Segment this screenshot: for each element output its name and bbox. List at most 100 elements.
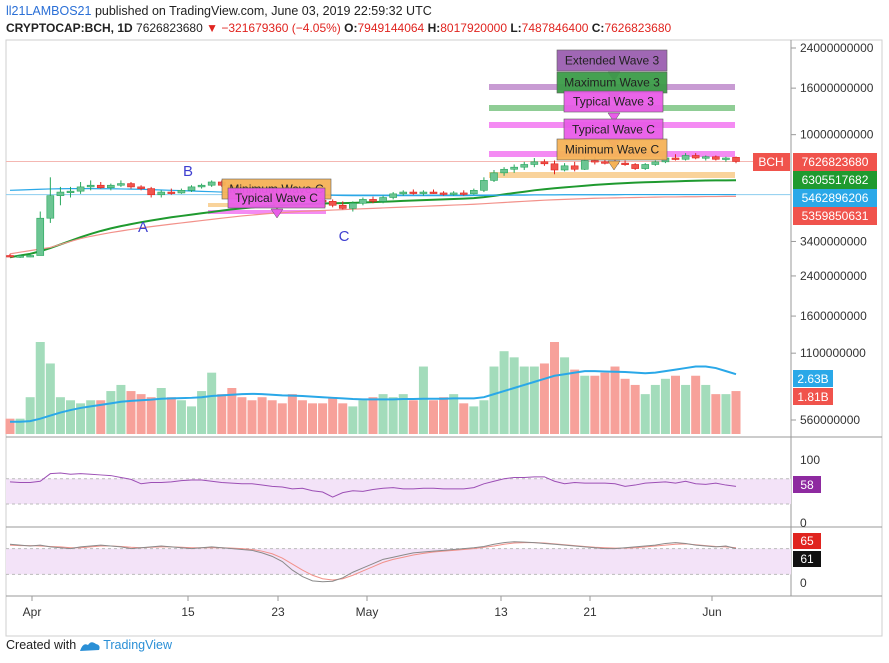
candle: [480, 180, 488, 191]
volume-bar: [5, 418, 15, 434]
volume-bar: [429, 400, 438, 434]
candle: [641, 164, 650, 169]
candle: [359, 199, 367, 204]
candle: [722, 157, 730, 160]
candle: [671, 157, 680, 160]
volume-bar: [55, 397, 65, 434]
ohlc-line: CRYPTOCAP:BCH, 1D 7626823680 ▼ −32167936…: [6, 21, 671, 35]
candle: [389, 193, 397, 198]
wave-box: Typical Wave 3: [563, 90, 664, 123]
volume-bar: [600, 372, 610, 434]
time-tick-label: 15: [181, 605, 195, 619]
volume-bar: [408, 400, 418, 434]
wave-box-pointer: [607, 160, 621, 171]
candle: [197, 184, 206, 188]
candle: [681, 155, 690, 160]
candle: [86, 184, 95, 188]
volume-bar: [287, 394, 297, 434]
volume-bar: [418, 366, 428, 434]
rsi-badge-label: 58: [800, 478, 814, 492]
candle: [338, 204, 347, 209]
volume-bar: [35, 342, 45, 434]
price-tick-label: 2400000000: [800, 269, 867, 283]
rsi-line: [9, 472, 737, 498]
candle: [560, 165, 569, 171]
stoch-k-badge-label: 65: [800, 534, 814, 548]
wave-box-label: Minimum Wave C: [565, 143, 660, 157]
candle: [147, 188, 155, 196]
volume-bar: [590, 375, 600, 434]
volume-bar: [459, 403, 469, 434]
price-badge-value: 5462896206: [802, 191, 869, 205]
volume-bar: [318, 403, 328, 434]
time-tick-label: 23: [271, 605, 285, 619]
footer: Created with TradingView: [6, 638, 172, 653]
candle: [732, 157, 740, 162]
candle: [167, 191, 176, 194]
candle: [439, 192, 448, 195]
volume-bar: [671, 375, 680, 434]
candle: [127, 183, 135, 188]
volume-bar: [166, 397, 176, 434]
volume-bar: [15, 418, 25, 434]
candle: [6, 255, 14, 258]
candle: [570, 165, 579, 170]
candle: [429, 191, 438, 194]
candle: [137, 186, 145, 189]
price-tick-label: 3400000000: [800, 234, 867, 248]
candle: [399, 191, 408, 195]
volume-bar: [86, 400, 96, 434]
price-tick-label: 1100000000: [800, 346, 866, 360]
time-tick-label: 13: [494, 605, 508, 619]
candle: [550, 163, 559, 171]
wave-box-pointer: [607, 112, 621, 123]
volume-bar: [207, 372, 217, 434]
volume-bar: [539, 363, 549, 434]
volume-bar: [25, 397, 35, 434]
candle: [207, 181, 216, 186]
candle: [459, 192, 468, 195]
volume-bar: [701, 384, 711, 434]
volume-bar: [267, 400, 277, 434]
price-tick-label: 16000000000: [800, 81, 874, 95]
candle: [712, 156, 720, 160]
stoch-d-badge: [793, 551, 821, 567]
price-badge: [793, 171, 877, 189]
close-value: 7626823680: [604, 21, 672, 35]
open-value: 7949144064: [357, 21, 425, 35]
username-link[interactable]: ll21LAMBOS21: [6, 4, 92, 18]
volume-bar: [469, 406, 479, 434]
candle: [540, 161, 549, 165]
candle: [701, 156, 710, 159]
volume-bar: [479, 400, 489, 434]
candle: [157, 191, 166, 196]
volume-bar: [45, 363, 55, 434]
stoch-k-line: [9, 541, 737, 583]
volume-bar: [660, 378, 670, 434]
typical-wavec-band-left: [208, 210, 326, 214]
volume-bar: [499, 351, 509, 434]
volume-bar: [570, 369, 580, 434]
candle: [56, 191, 65, 196]
candle: [328, 201, 337, 206]
volume-bar: [247, 400, 257, 434]
stoch-tick-label: 0: [800, 576, 807, 590]
candle: [117, 183, 125, 186]
price-badge-value: 7626823680: [802, 155, 869, 169]
wave-box-pointer: [270, 208, 284, 219]
price-tick-label: 10000000000: [800, 128, 874, 142]
volume-bar: [489, 366, 499, 434]
created-with: Created with: [6, 638, 77, 652]
rsi-band: [6, 478, 791, 505]
volume-bar: [156, 388, 166, 434]
volume-bar: [529, 366, 539, 434]
symbol-label: CRYPTOCAP:BCH, 1D: [6, 21, 133, 35]
wave-box-label: Typical Wave C: [572, 123, 655, 137]
time-tick-label: May: [356, 605, 379, 619]
volume-bar: [650, 384, 660, 434]
rsi-badge: [793, 476, 821, 493]
price-tick-label: 24000000000: [800, 41, 874, 55]
tradingview-link[interactable]: TradingView: [103, 638, 172, 652]
volume-bar: [721, 394, 731, 434]
